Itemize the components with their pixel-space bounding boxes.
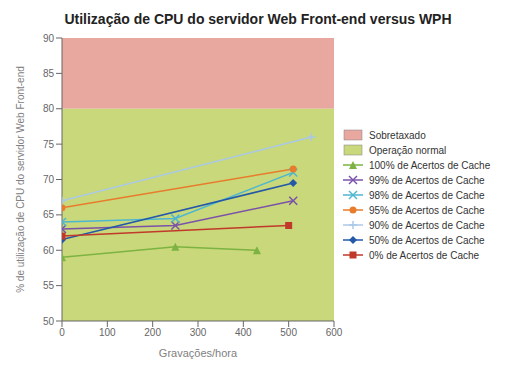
svg-text:Gravações/hora: Gravações/hora	[159, 347, 238, 359]
svg-text:90: 90	[43, 33, 55, 44]
svg-text:65: 65	[43, 209, 55, 220]
html-text:95% de Acertos de Cache: 95% de Acertos de Cache	[369, 204, 485, 216]
svg-text:50: 50	[43, 316, 55, 327]
svg-text:200: 200	[144, 327, 161, 338]
svg-text:% de utilização de CPU do serv: % de utilização de CPU do servidor Web F…	[15, 66, 26, 293]
svg-text:500: 500	[280, 327, 297, 338]
html-text:Operação normal: Operação normal	[369, 144, 447, 156]
svg-text:75: 75	[43, 139, 55, 150]
html-text:Sobretaxado: Sobretaxado	[369, 129, 426, 141]
html-text:50% de Acertos de Cache: 50% de Acertos de Cache	[369, 234, 485, 246]
html-text:99% de Acertos de Cache: 99% de Acertos de Cache	[369, 174, 485, 186]
html-text:0% de Acertos de Cache: 0% de Acertos de Cache	[369, 249, 480, 261]
svg-text:70: 70	[43, 174, 55, 185]
html-text:90% de Acertos de Cache: 90% de Acertos de Cache	[369, 219, 485, 231]
svg-text:600: 600	[326, 327, 343, 338]
html-text:98% de Acertos de Cache: 98% de Acertos de Cache	[369, 189, 485, 201]
html-text:100% de Acertos de Cache: 100% de Acertos de Cache	[369, 159, 491, 171]
svg-text:300: 300	[190, 327, 207, 338]
svg-text:85: 85	[43, 68, 55, 79]
html-text:Utilização de CPU do servidor: Utilização de CPU do servidor Web Front-…	[64, 11, 452, 27]
svg-text:60: 60	[43, 245, 55, 256]
svg-text:0: 0	[59, 327, 65, 338]
svg-text:80: 80	[43, 103, 55, 114]
svg-text:100: 100	[99, 327, 116, 338]
svg-text:55: 55	[43, 280, 55, 291]
svg-text:400: 400	[235, 327, 252, 338]
